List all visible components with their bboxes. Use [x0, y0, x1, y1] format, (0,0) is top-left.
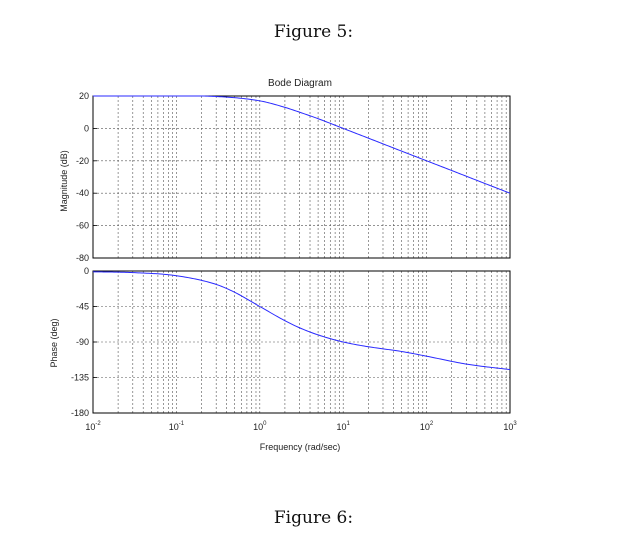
- x-tick-label: 100: [253, 421, 267, 432]
- y-tick-label: -20: [76, 156, 89, 166]
- x-tick-label: 101: [337, 421, 351, 432]
- phase-line: [92, 271, 511, 371]
- frequency-xlabel: Frequency (rad/sec): [260, 442, 341, 452]
- x-tick-label: 102: [420, 421, 434, 432]
- plot-frame: [92, 95, 511, 259]
- x-tick-label: 103: [503, 421, 517, 432]
- figure-5-caption: Figure 5:: [273, 22, 354, 42]
- y-tick-label: 0: [84, 123, 89, 133]
- y-tick-label: -45: [76, 302, 89, 312]
- y-tick-label: -80: [76, 253, 89, 263]
- magnitude-line: [93, 95, 511, 194]
- y-tick-label: -135: [71, 373, 89, 383]
- y-tick-label: -90: [76, 337, 89, 347]
- magnitude-ylabel: Magnitude (dB): [59, 150, 69, 212]
- y-tick-label: -60: [76, 221, 89, 231]
- y-tick-label: -40: [76, 188, 89, 198]
- x-tick-label: 10-2: [85, 421, 101, 432]
- phase-plot: 0 -45 -90 -135 -180 10-2 10-1 100 101 102 103: [71, 266, 517, 432]
- y-tick-label: 20: [79, 91, 89, 101]
- figure-6-caption: Figure 6:: [273, 508, 354, 528]
- magnitude-plot: 20 0 -20 -40 -60 -80: [76, 91, 511, 263]
- y-tick-label: 0: [84, 266, 89, 276]
- y-tick-label: -180: [71, 408, 89, 418]
- phase-ylabel: Phase (deg): [49, 318, 59, 367]
- chart-title: Bode Diagram: [268, 78, 332, 89]
- plot-frame: [92, 270, 511, 414]
- x-tick-label: 10-1: [169, 421, 185, 432]
